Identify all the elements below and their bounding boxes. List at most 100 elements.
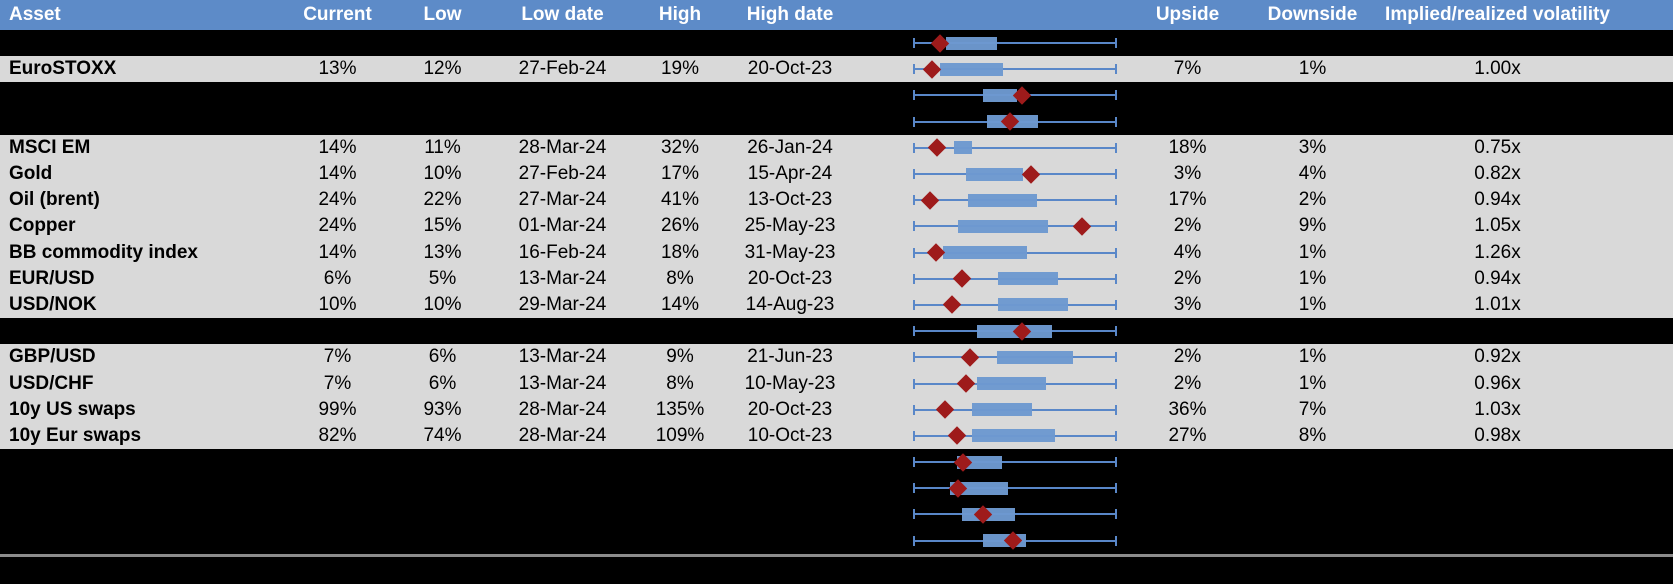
cell-asset[interactable]: GBP/USD (9, 346, 96, 368)
cell-implied-realized-volatility[interactable]: 0.92x (1474, 346, 1521, 368)
cell-upside[interactable]: 17% (1168, 189, 1207, 211)
cell-implied-realized-volatility[interactable]: 1.03x (1474, 398, 1521, 420)
cell-low-date[interactable]: 27-Mar-24 (518, 189, 607, 211)
cell-low-date[interactable]: 28-Mar-24 (518, 136, 607, 158)
cell-implied-realized-volatility[interactable]: 0.96x (1474, 372, 1521, 394)
cell-low-date[interactable]: 16-Feb-24 (518, 241, 607, 263)
cell-implied-realized-volatility[interactable]: 1.05x (1474, 215, 1521, 237)
cell-low-date[interactable]: 28-Mar-24 (518, 398, 607, 420)
cell-current[interactable]: 14% (318, 163, 357, 185)
col-header-high[interactable]: High (658, 4, 702, 25)
cell-asset[interactable]: 10y US swaps (9, 398, 136, 420)
cell-downside[interactable]: 1% (1298, 372, 1327, 394)
cell-high[interactable]: 9% (666, 346, 694, 368)
cell-upside[interactable]: 2% (1173, 267, 1202, 289)
cell-asset[interactable]: EuroSTOXX (9, 58, 117, 80)
cell-high-date[interactable]: 20-Oct-23 (747, 58, 833, 80)
cell-low-date[interactable]: 01-Mar-24 (518, 215, 607, 237)
cell-downside[interactable]: 4% (1298, 163, 1327, 185)
cell-implied-realized-volatility[interactable]: 1.00x (1474, 58, 1521, 80)
cell-high-date[interactable]: 31-May-23 (744, 241, 836, 263)
col-header-upside[interactable]: Upside (1155, 4, 1220, 25)
cell-high-date[interactable]: 20-Oct-23 (747, 267, 833, 289)
cell-high[interactable]: 18% (660, 241, 700, 263)
cell-upside[interactable]: 3% (1173, 163, 1202, 185)
cell-implied-realized-volatility[interactable]: 0.94x (1474, 189, 1521, 211)
cell-implied-realized-volatility[interactable]: 0.75x (1474, 136, 1521, 158)
cell-downside[interactable]: 7% (1298, 398, 1327, 420)
cell-low[interactable]: 15% (423, 215, 462, 237)
cell-high[interactable]: 19% (660, 58, 700, 80)
cell-downside[interactable]: 9% (1298, 215, 1327, 237)
cell-asset[interactable]: USD/NOK (9, 293, 97, 315)
cell-low-date[interactable]: 27-Feb-24 (518, 58, 607, 80)
cell-current[interactable]: 10% (318, 293, 357, 315)
col-header-low-date[interactable]: Low date (521, 4, 604, 25)
cell-low-date[interactable]: 27-Feb-24 (518, 163, 607, 185)
cell-downside[interactable]: 3% (1298, 136, 1327, 158)
col-header-low[interactable]: Low (423, 4, 462, 25)
cell-asset[interactable]: USD/CHF (9, 372, 94, 394)
cell-current[interactable]: 82% (318, 424, 357, 446)
cell-low[interactable]: 6% (428, 372, 457, 394)
cell-asset[interactable]: Copper (9, 215, 76, 237)
cell-high[interactable]: 109% (655, 424, 705, 446)
cell-high-date[interactable]: 21-Jun-23 (747, 346, 833, 368)
col-header-downside[interactable]: Downside (1267, 4, 1358, 25)
cell-low[interactable]: 11% (424, 136, 461, 158)
cell-current[interactable]: 24% (318, 189, 357, 211)
cell-high[interactable]: 32% (660, 136, 700, 158)
cell-high[interactable]: 14% (660, 293, 700, 315)
cell-high[interactable]: 26% (660, 215, 700, 237)
cell-current[interactable]: 6% (323, 267, 352, 289)
cell-low[interactable]: 93% (423, 398, 462, 420)
cell-low[interactable]: 10% (423, 163, 462, 185)
cell-current[interactable]: 7% (323, 372, 352, 394)
cell-implied-realized-volatility[interactable]: 0.82x (1474, 163, 1521, 185)
cell-downside[interactable]: 8% (1298, 424, 1327, 446)
cell-current[interactable]: 24% (318, 215, 357, 237)
cell-low-date[interactable]: 13-Mar-24 (518, 346, 607, 368)
cell-low[interactable]: 10% (423, 293, 462, 315)
cell-low[interactable]: 22% (423, 189, 462, 211)
cell-downside[interactable]: 1% (1298, 346, 1327, 368)
cell-high[interactable]: 41% (660, 189, 700, 211)
cell-implied-realized-volatility[interactable]: 1.26x (1474, 241, 1521, 263)
cell-implied-realized-volatility[interactable]: 1.01x (1474, 293, 1521, 315)
cell-current[interactable]: 14% (318, 241, 357, 263)
cell-upside[interactable]: 18% (1168, 136, 1207, 158)
cell-current[interactable]: 99% (318, 398, 357, 420)
cell-low-date[interactable]: 13-Mar-24 (518, 267, 607, 289)
cell-high-date[interactable]: 14-Aug-23 (745, 293, 835, 315)
cell-current[interactable]: 13% (318, 58, 357, 80)
cell-downside[interactable]: 1% (1298, 267, 1327, 289)
cell-low[interactable]: 13% (423, 241, 462, 263)
cell-upside[interactable]: 2% (1173, 215, 1202, 237)
col-header-asset[interactable]: Asset (9, 4, 61, 25)
cell-asset[interactable]: MSCI EM (9, 136, 91, 158)
cell-upside[interactable]: 27% (1168, 424, 1207, 446)
cell-high-date[interactable]: 10-Oct-23 (747, 424, 833, 446)
cell-downside[interactable]: 1% (1298, 58, 1327, 80)
cell-high[interactable]: 8% (666, 372, 694, 394)
cell-upside[interactable]: 3% (1173, 293, 1202, 315)
cell-high-date[interactable]: 15-Apr-24 (747, 163, 833, 185)
cell-downside[interactable]: 1% (1298, 241, 1327, 263)
cell-high-date[interactable]: 25-May-23 (744, 215, 836, 237)
cell-high[interactable]: 17% (660, 163, 700, 185)
cell-upside[interactable]: 2% (1173, 372, 1202, 394)
cell-low-date[interactable]: 13-Mar-24 (518, 372, 607, 394)
cell-high[interactable]: 8% (666, 267, 694, 289)
cell-low[interactable]: 6% (428, 346, 457, 368)
cell-current[interactable]: 7% (323, 346, 352, 368)
col-header-current[interactable]: Current (303, 4, 372, 25)
cell-upside[interactable]: 36% (1168, 398, 1207, 420)
cell-upside[interactable]: 2% (1173, 346, 1202, 368)
cell-upside[interactable]: 4% (1173, 241, 1202, 263)
cell-high-date[interactable]: 13-Oct-23 (747, 189, 833, 211)
cell-implied-realized-volatility[interactable]: 0.94x (1474, 267, 1521, 289)
cell-low[interactable]: 74% (423, 424, 462, 446)
col-header-implied-realized-volatility[interactable]: Implied/realized volatility (1385, 4, 1610, 25)
cell-high-date[interactable]: 20-Oct-23 (747, 398, 833, 420)
cell-high-date[interactable]: 10-May-23 (744, 372, 836, 394)
